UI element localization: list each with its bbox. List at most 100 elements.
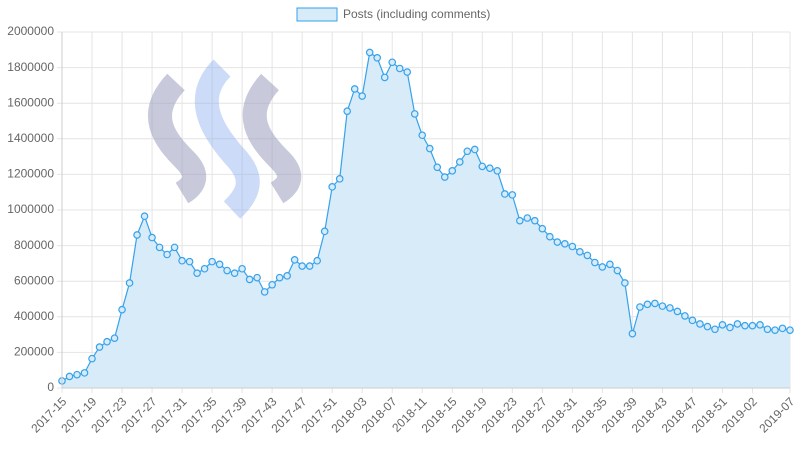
point bbox=[313, 256, 321, 265]
y-tick-label: 1400000 bbox=[7, 131, 54, 145]
point bbox=[553, 238, 562, 246]
point bbox=[538, 224, 547, 233]
point bbox=[696, 320, 704, 328]
y-tick-label: 1200000 bbox=[7, 167, 54, 181]
point bbox=[410, 110, 419, 118]
point bbox=[133, 231, 141, 239]
point bbox=[531, 216, 539, 225]
point bbox=[95, 343, 104, 351]
y-tick-label: 200000 bbox=[14, 345, 54, 359]
y-tick-label: 400000 bbox=[14, 309, 54, 323]
point bbox=[170, 243, 179, 252]
logo-swoosh bbox=[147, 73, 207, 204]
y-tick-label: 600000 bbox=[14, 273, 54, 287]
point bbox=[568, 242, 577, 251]
point bbox=[358, 92, 367, 100]
point bbox=[561, 240, 569, 248]
point bbox=[756, 321, 764, 329]
point bbox=[613, 266, 622, 275]
point bbox=[328, 183, 336, 191]
point bbox=[681, 312, 689, 320]
point bbox=[651, 299, 659, 308]
point bbox=[275, 273, 284, 282]
point bbox=[200, 264, 209, 273]
area bbox=[62, 52, 790, 388]
point bbox=[493, 167, 502, 175]
point bbox=[125, 279, 134, 287]
point bbox=[148, 233, 156, 242]
point bbox=[140, 212, 149, 221]
point bbox=[433, 163, 442, 172]
point bbox=[718, 321, 727, 329]
point bbox=[726, 323, 734, 332]
point bbox=[380, 73, 389, 82]
point bbox=[425, 144, 434, 153]
point bbox=[516, 216, 524, 225]
point bbox=[606, 260, 614, 269]
point bbox=[636, 303, 644, 311]
point bbox=[478, 162, 487, 171]
point bbox=[365, 48, 374, 57]
point bbox=[178, 256, 186, 265]
point bbox=[80, 369, 89, 377]
point bbox=[118, 305, 126, 314]
point bbox=[215, 260, 224, 269]
point bbox=[103, 337, 111, 346]
y-tick-label: 1800000 bbox=[7, 60, 54, 74]
point bbox=[711, 325, 719, 334]
point bbox=[666, 304, 674, 312]
point bbox=[223, 266, 231, 275]
y-tick-label: 0 bbox=[47, 380, 54, 394]
point bbox=[658, 302, 667, 310]
point bbox=[621, 279, 629, 287]
point bbox=[591, 258, 599, 267]
point bbox=[320, 227, 329, 236]
point bbox=[253, 273, 261, 282]
point bbox=[163, 250, 171, 259]
point bbox=[298, 262, 306, 270]
point bbox=[260, 288, 269, 296]
point bbox=[245, 275, 254, 284]
point bbox=[778, 324, 787, 333]
point bbox=[65, 372, 74, 381]
point bbox=[88, 354, 96, 363]
point bbox=[470, 145, 479, 154]
point bbox=[193, 269, 201, 277]
point bbox=[155, 243, 164, 252]
point bbox=[643, 300, 652, 309]
y-tick-label: 1600000 bbox=[7, 95, 54, 109]
point bbox=[230, 269, 239, 277]
point bbox=[673, 307, 682, 316]
point bbox=[508, 191, 517, 199]
point bbox=[463, 147, 472, 156]
point bbox=[238, 264, 246, 273]
legend-label: Posts (including comments) bbox=[343, 7, 490, 21]
point bbox=[485, 164, 494, 172]
point bbox=[771, 326, 779, 334]
point bbox=[448, 167, 457, 175]
point bbox=[763, 325, 772, 334]
point bbox=[290, 256, 299, 264]
point bbox=[741, 321, 749, 330]
legend-swatch bbox=[296, 7, 338, 22]
y-tick-label: 800000 bbox=[14, 238, 54, 252]
point bbox=[583, 251, 592, 260]
steem-logo bbox=[147, 59, 302, 219]
point bbox=[268, 280, 276, 289]
point bbox=[418, 131, 427, 140]
point bbox=[628, 329, 637, 338]
point bbox=[350, 85, 359, 93]
point bbox=[501, 190, 509, 198]
point bbox=[388, 58, 397, 67]
point bbox=[373, 54, 382, 62]
y-tick-label: 2000000 bbox=[7, 24, 54, 38]
point bbox=[440, 173, 449, 181]
point bbox=[455, 158, 464, 166]
point bbox=[733, 320, 742, 328]
point bbox=[403, 68, 412, 76]
point bbox=[546, 232, 554, 241]
point bbox=[703, 322, 712, 331]
point bbox=[283, 272, 291, 280]
point bbox=[343, 107, 351, 116]
